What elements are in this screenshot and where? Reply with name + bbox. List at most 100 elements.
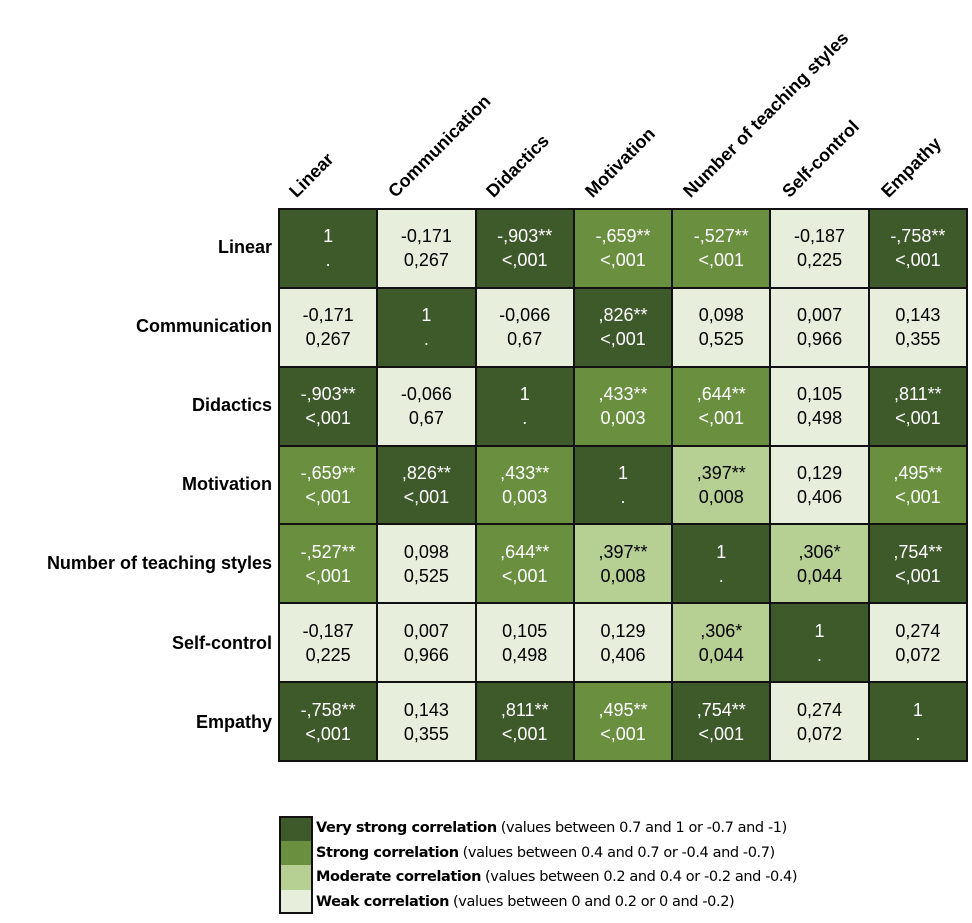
correlation-value: ,397** — [598, 541, 648, 562]
p-value: <,001 — [501, 565, 548, 586]
p-value: 0,406 — [797, 486, 843, 507]
heatmap-cell: -0,187 0,225 — [771, 210, 868, 287]
p-value: <,001 — [305, 486, 351, 507]
legend-label: Weak correlation — [316, 893, 450, 910]
heatmap-cell: 0,098 0,525 — [378, 525, 475, 603]
heatmap-cell: ,397** 0,008 — [574, 525, 672, 603]
heatmap-cell: 0,105 0,498 — [476, 604, 573, 682]
correlation-value: -0,187 — [302, 620, 354, 641]
heatmap-cell: -,527** <,001 — [280, 525, 377, 603]
heatmap-cell: -0,171 0,267 — [378, 210, 475, 287]
heatmap-cell: ,495** <,001 — [574, 683, 672, 760]
correlation-value: 0,129 — [600, 620, 646, 641]
correlation-value: 0,098 — [403, 541, 449, 562]
legend-item: Very strong correlation (values between 0… — [279, 816, 797, 841]
correlation-value: 0,098 — [698, 305, 744, 326]
correlation-value: 0,105 — [797, 384, 843, 405]
heatmap-cell: -0,066 0,67 — [378, 367, 475, 445]
heatmap-cell: 1. — [574, 446, 672, 524]
heatmap-cell: 0,274 0,072 — [771, 683, 868, 760]
heatmap-cell: ,811** <,001 — [869, 367, 966, 445]
p-value: . — [325, 250, 331, 271]
p-value: <,001 — [305, 723, 351, 744]
correlation-value: ,811** — [893, 384, 942, 405]
p-value: <,001 — [600, 250, 646, 271]
p-value: <,001 — [501, 250, 548, 271]
correlation-value: 1 — [323, 226, 334, 247]
correlation-value: -0,187 — [794, 226, 846, 247]
correlation-value: ,495** — [893, 462, 943, 483]
correlation-value: ,495** — [598, 699, 648, 720]
p-value: <,001 — [305, 565, 351, 586]
heatmap-cell: ,306* 0,044 — [771, 525, 868, 603]
heatmap-cell: -,758** <,001 — [280, 683, 377, 760]
correlation-value: -,527** — [300, 541, 356, 562]
p-value: 0,003 — [600, 408, 646, 429]
correlation-value: 0,105 — [502, 620, 548, 641]
p-value: 0,267 — [403, 250, 449, 271]
p-value: 0,498 — [502, 644, 548, 665]
legend-label: Very strong correlation — [316, 820, 497, 837]
heatmap-cell: 1. — [476, 367, 573, 445]
heatmap-cell: 1. — [869, 683, 966, 760]
legend: Very strong correlation (values between 0… — [279, 816, 798, 914]
column-header: Self-control — [771, 0, 870, 208]
heatmap-cell: -0,187 0,225 — [280, 604, 377, 682]
correlation-value: -,527** — [693, 226, 749, 247]
heatmap-cell: 0,007 0,966 — [378, 604, 475, 682]
p-value: <,001 — [403, 486, 450, 507]
row-header: Motivation — [182, 474, 272, 495]
column-header: Communication — [377, 0, 494, 208]
correlation-value: ,306* — [798, 541, 841, 562]
heatmap-cell: -,659** <,001 — [280, 446, 377, 524]
heatmap-cell: 1. — [771, 604, 868, 682]
heatmap-cell: ,433** 0,003 — [476, 446, 573, 524]
p-value: 0,003 — [502, 486, 548, 507]
heatmap-cell: 1. — [378, 288, 475, 366]
p-value: <,001 — [895, 486, 941, 507]
p-value: <,001 — [895, 565, 941, 586]
p-value: <,001 — [698, 408, 745, 429]
correlation-value: ,644** — [500, 541, 550, 562]
p-value: <,001 — [305, 408, 351, 429]
column-header-label: Motivation — [580, 123, 659, 202]
p-value: 0,355 — [895, 329, 941, 350]
legend-swatch — [279, 865, 313, 890]
column-header-label: Empathy — [876, 133, 945, 202]
heatmap-cell: ,306* 0,044 — [673, 604, 770, 682]
correlation-value: 0,274 — [895, 620, 941, 641]
p-value: . — [522, 408, 528, 429]
p-value: 0,008 — [698, 486, 744, 507]
p-value: 0,267 — [305, 329, 351, 350]
p-value: 0,966 — [403, 644, 449, 665]
heatmap-cell: 0,007 0,966 — [771, 288, 868, 366]
heatmap-cell: -,527** <,001 — [673, 210, 770, 287]
correlation-value: ,644** — [696, 384, 746, 405]
column-header: Empathy — [870, 0, 969, 208]
correlation-value: -0,066 — [400, 384, 452, 405]
p-value: 0,072 — [895, 644, 941, 665]
heatmap-cell: ,397** 0,008 — [673, 446, 770, 524]
heatmap-cell: 0,143 0,355 — [378, 683, 475, 760]
correlation-value: ,754** — [696, 699, 746, 720]
correlation-value: -,903** — [497, 226, 553, 247]
correlation-value: -,659** — [300, 462, 356, 483]
heatmap-cell: 1. — [673, 525, 770, 603]
legend-item: Strong correlation (values between 0.4 an… — [279, 840, 797, 865]
p-value: 0,966 — [797, 329, 843, 350]
correlation-value: 1 — [519, 384, 530, 405]
correlation-value: ,306* — [700, 620, 743, 641]
correlation-value: ,811** — [500, 699, 549, 720]
legend-swatch — [279, 889, 313, 914]
row-header: Linear — [217, 237, 272, 257]
correlation-value: -0,171 — [400, 226, 452, 247]
heatmap-cell: 0,098 0,525 — [673, 288, 770, 366]
correlation-value: -,758** — [890, 226, 946, 247]
correlation-value: 0,143 — [403, 699, 449, 720]
p-value: . — [718, 565, 724, 586]
correlation-value: 0,007 — [403, 620, 449, 641]
correlation-value: -,758** — [300, 699, 356, 720]
heatmap-cell: -,659** <,001 — [574, 210, 672, 287]
heatmap-cell: -0,171 0,267 — [280, 288, 377, 366]
p-value: <,001 — [600, 723, 646, 744]
